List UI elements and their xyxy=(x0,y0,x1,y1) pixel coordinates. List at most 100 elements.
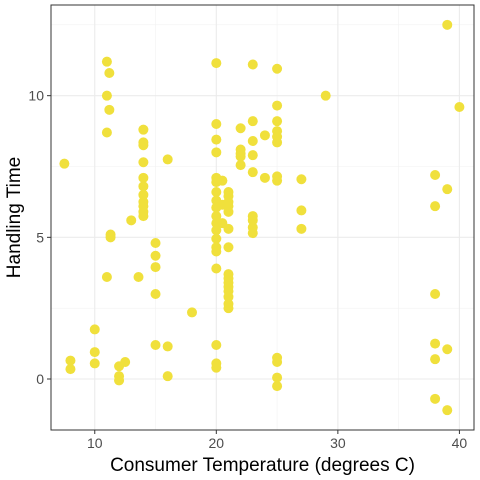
y-axis-title: Handling Time xyxy=(4,157,25,278)
data-point xyxy=(247,228,258,239)
data-point xyxy=(247,167,258,178)
data-point xyxy=(211,233,222,244)
data-point xyxy=(247,136,258,146)
data-point xyxy=(101,272,112,282)
data-point xyxy=(259,172,270,183)
x-tick-label: 30 xyxy=(330,435,346,451)
data-point xyxy=(187,307,197,318)
x-tick-label: 40 xyxy=(452,435,468,451)
data-point xyxy=(247,116,258,127)
data-point xyxy=(442,184,453,195)
data-point xyxy=(223,303,234,314)
y-axis-ticks: 0 5 10 xyxy=(28,88,51,387)
data-point xyxy=(454,102,465,112)
data-point xyxy=(126,215,137,226)
data-point xyxy=(138,157,149,168)
data-point xyxy=(101,90,112,101)
data-point xyxy=(65,355,76,366)
data-point xyxy=(89,358,100,369)
data-point xyxy=(272,63,283,74)
data-point xyxy=(138,140,149,151)
data-point xyxy=(430,170,441,180)
data-point xyxy=(430,289,441,299)
data-point xyxy=(223,291,234,302)
data-point xyxy=(138,211,149,222)
data-point xyxy=(247,150,258,161)
data-point xyxy=(430,354,441,365)
x-tick-label: 20 xyxy=(209,435,225,451)
data-point xyxy=(211,187,222,197)
data-point xyxy=(59,158,70,169)
data-point xyxy=(104,68,115,78)
data-point xyxy=(211,362,222,373)
data-point xyxy=(217,175,228,186)
data-point xyxy=(150,289,161,299)
data-point xyxy=(442,405,453,416)
data-point xyxy=(211,340,222,350)
x-tick-label: 10 xyxy=(87,435,103,451)
data-point xyxy=(272,357,283,367)
data-point xyxy=(104,104,115,115)
data-point xyxy=(65,364,76,375)
data-point xyxy=(150,262,161,273)
data-point xyxy=(296,174,307,185)
plot-panel-border xyxy=(50,4,475,431)
data-point xyxy=(223,223,234,234)
data-point xyxy=(430,338,441,349)
data-point xyxy=(272,116,283,127)
data-point xyxy=(296,205,307,216)
data-point xyxy=(138,172,149,183)
data-point xyxy=(138,124,149,135)
data-points xyxy=(59,19,465,416)
data-point xyxy=(211,263,222,274)
data-point xyxy=(211,119,222,129)
data-point xyxy=(211,246,222,257)
data-point xyxy=(235,123,246,134)
x-axis-title: Consumer Temperature (degrees C) xyxy=(110,455,415,476)
data-point xyxy=(150,340,161,350)
y-tick-label: 0 xyxy=(36,371,44,387)
data-point xyxy=(272,100,283,111)
data-point xyxy=(235,151,246,162)
data-point xyxy=(320,90,331,101)
data-point xyxy=(235,160,246,171)
data-point xyxy=(120,357,131,367)
data-point xyxy=(101,56,112,67)
data-point xyxy=(247,215,258,226)
data-point xyxy=(211,225,222,236)
data-point xyxy=(272,137,283,148)
data-point xyxy=(223,242,234,253)
data-point xyxy=(138,181,149,192)
y-tick-label: 5 xyxy=(36,229,44,245)
data-point xyxy=(150,238,161,248)
data-point xyxy=(150,250,161,261)
data-point xyxy=(272,175,283,186)
data-point xyxy=(89,324,100,335)
data-point xyxy=(89,347,100,358)
data-point xyxy=(223,206,234,217)
data-point xyxy=(101,127,112,138)
data-point xyxy=(133,272,144,282)
data-point xyxy=(105,232,116,243)
data-point xyxy=(247,59,258,70)
data-point xyxy=(211,211,222,222)
data-point xyxy=(162,341,173,352)
data-point xyxy=(114,375,125,386)
data-point xyxy=(259,130,270,141)
data-point xyxy=(211,147,222,158)
data-point xyxy=(296,223,307,234)
x-axis-ticks: 10 20 30 40 xyxy=(87,430,467,451)
data-point xyxy=(430,393,441,404)
y-tick-label: 10 xyxy=(28,88,44,104)
data-point xyxy=(138,189,149,200)
data-point xyxy=(162,154,173,165)
data-point xyxy=(442,19,453,30)
data-point xyxy=(272,372,283,383)
data-point xyxy=(162,371,173,382)
data-point xyxy=(211,58,222,69)
data-point xyxy=(430,201,441,212)
data-point xyxy=(272,381,283,392)
data-point xyxy=(442,344,453,355)
data-point xyxy=(211,134,222,145)
